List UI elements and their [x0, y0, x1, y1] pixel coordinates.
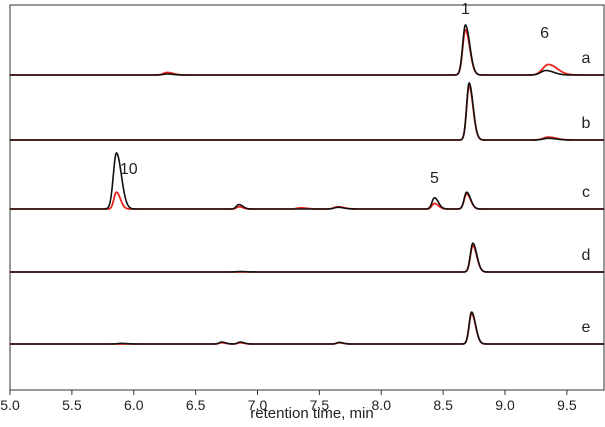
plot-frame	[9, 4, 605, 391]
x-tick-label: 8.5	[433, 397, 453, 413]
trace-d-black-line	[10, 242, 604, 273]
trace-label-c: c	[582, 184, 590, 201]
peak-label-10: 10	[120, 161, 138, 178]
x-tick-label: 5.0	[0, 397, 20, 413]
x-tick-label: 5.5	[62, 397, 82, 413]
trace-label-b: b	[582, 115, 591, 132]
trace-c-black-line	[10, 151, 604, 210]
trace-d-red-line	[10, 244, 604, 273]
trace-label-e: e	[582, 319, 591, 336]
x-tick-label: 7.0	[248, 397, 268, 413]
x-tick-label: 6.0	[124, 397, 144, 413]
trace-label-d: d	[582, 247, 591, 264]
peak-label-1: 1	[461, 1, 470, 18]
x-tick-label: 7.5	[310, 397, 330, 413]
x-axis-title: retention time, min	[250, 405, 373, 422]
trace-b-red-line	[10, 84, 604, 141]
trace-a-black-line	[10, 23, 604, 76]
trace-c-red-line	[10, 191, 604, 210]
trace-e-red-line	[10, 312, 604, 345]
x-tick-label: 9.5	[557, 397, 577, 413]
x-tick-label: 8.0	[372, 397, 392, 413]
trace-b-black-line	[10, 82, 604, 141]
peak-label-6: 6	[540, 25, 549, 42]
trace-e-black-line	[10, 311, 604, 345]
x-tick-label: 9.0	[495, 397, 515, 413]
trace-a-red-line	[10, 28, 604, 76]
peak-label-5: 5	[430, 170, 439, 187]
x-tick-label: 6.5	[186, 397, 206, 413]
trace-label-a: a	[582, 50, 591, 67]
